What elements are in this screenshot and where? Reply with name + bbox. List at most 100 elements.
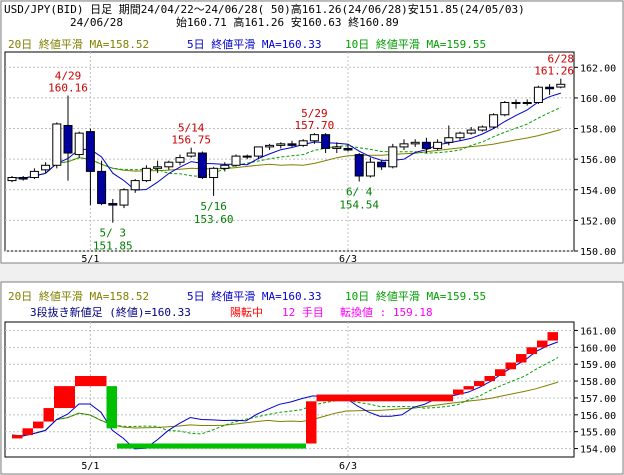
candle-body [388, 146, 398, 168]
sanbon-block [547, 332, 558, 341]
sanbon-block [75, 376, 107, 387]
candle-body [231, 155, 241, 166]
candle-body [511, 102, 521, 105]
candle [29, 168, 39, 180]
candle-body [130, 180, 140, 191]
candle [556, 78, 566, 89]
candle [242, 154, 252, 160]
candle [377, 160, 387, 170]
top-y-tick-label: 158.00 [580, 125, 616, 136]
sanbon-block [453, 389, 464, 395]
annotation-value: 151.85 [93, 240, 133, 253]
candle [410, 139, 420, 147]
candle-body [74, 132, 84, 156]
candle-body [97, 170, 107, 205]
candle-body [141, 167, 151, 182]
candle [265, 143, 275, 150]
candle [511, 99, 521, 109]
candle [533, 85, 543, 105]
top-y-tick-label: 152.00 [580, 216, 616, 227]
candle [253, 146, 263, 160]
candle-body [433, 141, 443, 149]
candle [85, 128, 95, 206]
top-y-tick-label: 156.00 [580, 155, 616, 166]
candle-body [175, 157, 185, 163]
candle [52, 122, 62, 169]
candle-body [242, 155, 252, 158]
lower-info-state: 陽転中 [230, 306, 263, 319]
annotation-date: 6/28 [548, 53, 575, 66]
bottom-x-tick-label: 6/3 [339, 461, 357, 472]
candle [421, 137, 431, 154]
candle [545, 84, 555, 95]
annotation-value: 161.26 [534, 65, 574, 78]
sanbon-block [537, 340, 548, 348]
candle [321, 133, 331, 154]
candle-body [377, 161, 387, 168]
sanbon-block [495, 369, 506, 376]
candle-body [354, 154, 364, 177]
sanbon-block [316, 394, 453, 402]
candle-body [186, 152, 196, 157]
bottom-y-tick-label: 155.00 [580, 428, 616, 439]
candle-body [63, 124, 73, 154]
lower-info-prefix: 3段抜き新値足 (終値)=160.33 [30, 305, 191, 319]
candle-body [85, 131, 95, 172]
candle [153, 160, 163, 173]
candle-body [52, 123, 62, 166]
candle [41, 162, 51, 173]
annotation-date: 5/14 [178, 122, 205, 135]
candle [399, 139, 409, 150]
bottom-moving-averages [11, 341, 559, 450]
candle [74, 131, 84, 158]
lower-info-turn: 転換値 : 159.18 [340, 306, 433, 319]
candle-body [153, 166, 163, 169]
candle-body [343, 147, 353, 151]
candle-body [410, 141, 420, 145]
candle [231, 154, 241, 167]
candle-body [444, 137, 454, 143]
candle [209, 166, 219, 196]
candle [354, 153, 364, 182]
candle [63, 95, 73, 181]
candle [197, 151, 207, 180]
candle [18, 175, 28, 181]
header-bar [2, 2, 622, 28]
sanbon-blocks [12, 332, 558, 449]
candle [7, 175, 17, 183]
candle-body [108, 203, 118, 206]
bottom-y-tick-label: 156.00 [580, 411, 616, 422]
bottom-y-tick-label: 158.00 [580, 377, 616, 388]
candle-body [489, 114, 499, 128]
top-moving-averages [11, 92, 562, 191]
top-x-tick-label: 6/3 [339, 254, 357, 265]
candle [287, 140, 297, 147]
candle [186, 147, 196, 158]
lower-legend-ma10: 10日 終値平滑 MA=159.55 [345, 289, 486, 303]
top-y-tick-label: 162.00 [580, 63, 616, 74]
annotation-date: 6/ 4 [346, 186, 373, 199]
top-x-axis: 5/1 6/3 [81, 254, 357, 265]
bottom-ma10-line [11, 357, 559, 437]
annotation-date: 5/29 [301, 107, 328, 120]
candle [108, 198, 118, 223]
candle-body [119, 189, 129, 206]
ma5-line [11, 92, 561, 191]
sanbon-block [54, 386, 75, 409]
bottom-y-tick-label: 154.00 [580, 445, 616, 456]
bottom-y-axis: 154.00 155.00 156.00 157.00 158.00 159.00 160.… [574, 326, 616, 456]
annotation-date: 5/16 [200, 200, 227, 213]
candle-body [500, 102, 510, 116]
sanbon-block [505, 362, 516, 370]
candle [130, 179, 140, 193]
annotation-value: 156.75 [171, 134, 211, 147]
lower-legend-ma20: 20日 終値平滑 MA=158.52 [8, 289, 149, 303]
annotation-date: 5/ 3 [100, 227, 127, 240]
candle-body [164, 161, 174, 168]
bottom-x-tick-label: 5/1 [81, 461, 99, 472]
candle [309, 133, 319, 144]
candle [477, 125, 487, 132]
candle [175, 154, 185, 166]
